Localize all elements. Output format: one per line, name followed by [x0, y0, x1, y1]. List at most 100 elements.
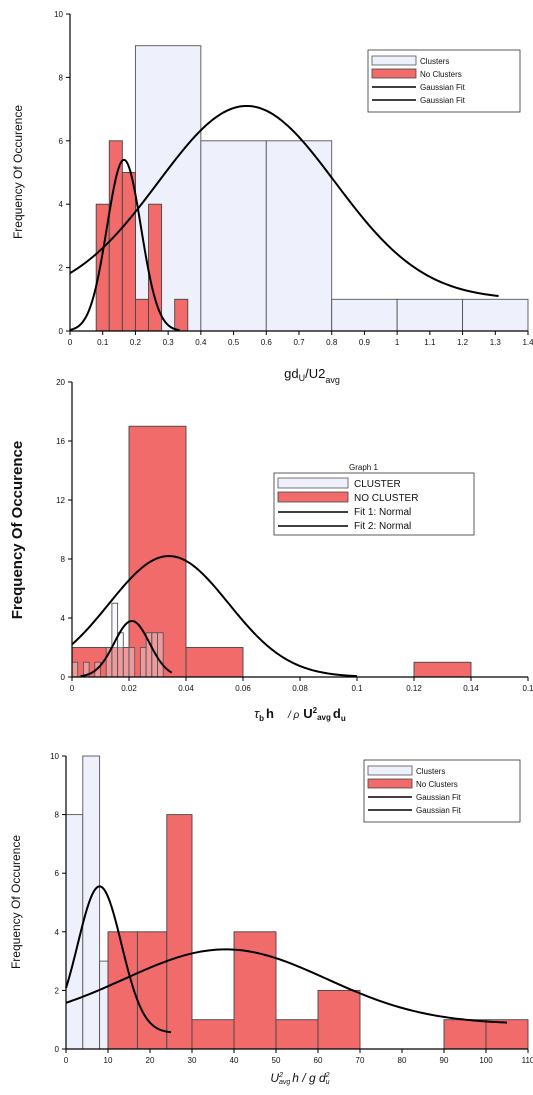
- chart1-legend-label-noclusters: No Clusters: [420, 70, 462, 79]
- chart2-legend-label-fit1: Fit 1: Normal: [354, 507, 411, 518]
- chart1-bar-clusters-2: [265, 140, 333, 332]
- chart2-y-tick-label: 16: [56, 437, 65, 446]
- chart3-bar-clusters-2: [99, 960, 109, 1050]
- chart1-x-tick-label: 0.7: [293, 338, 305, 347]
- chart1-bar-clusters-1: [200, 140, 267, 332]
- chart2-fit-curve-2: [71, 555, 358, 678]
- chart3-bar-no-clusters-8: [485, 1019, 529, 1050]
- chart1-x-tick-label: 0.2: [130, 338, 142, 347]
- chart1-fits: [69, 104, 499, 332]
- chart3-y-tick-label: 4: [55, 928, 60, 937]
- chart3-legend-label-clusters: Clusters: [416, 767, 445, 776]
- chart1-x-tick-label: 0.9: [359, 338, 371, 347]
- chart1-x-tick-label: 1.1: [424, 338, 436, 347]
- chart3-legend-swatch-noclusters: [367, 778, 413, 789]
- chart2-bar-cluster-6: [122, 647, 130, 678]
- chart2-x-tick-label: 0.1: [522, 684, 533, 693]
- chart2-bar-cluster-7: [128, 647, 136, 678]
- chart2-legend-swatch-nocluster: [277, 491, 349, 503]
- chart1-x-ticks: 0 0.1 0.2 0.3 0.4 0.5 0.6 0.7 0.8 0.9 1 1.1 1.2 1.3 1.…: [68, 331, 533, 347]
- chart1-legend-label-fit2: Gaussian Fit: [420, 96, 466, 105]
- chart2-bar-cluster-0: [71, 661, 79, 678]
- chart1-fit-curve-2: [69, 104, 499, 297]
- chart1-x-tick-label: 0.4: [195, 338, 207, 347]
- chart3-y-tick-label: 10: [50, 752, 59, 761]
- chart3-x-tick-label: 0: [64, 1056, 69, 1065]
- chart1-y-tick-label: 4: [59, 200, 64, 209]
- chart1-legend-swatch-noclusters: [371, 68, 417, 79]
- chart2-x-tick-label: 0.12: [406, 684, 422, 693]
- chart3-bar-no-clusters-2: [166, 814, 193, 1050]
- chart3-fit-curve-3: [65, 885, 172, 1034]
- chart2-ylabel: Frequency Of Occurence: [9, 441, 26, 619]
- chart3-y-tick-label: 6: [55, 869, 60, 878]
- chart3-y-tick-label: 8: [55, 811, 60, 820]
- chart3-bar-no-clusters-5: [275, 1019, 319, 1050]
- chart2-y-ticks: 0 4 8 12 16 20: [56, 378, 72, 682]
- chart2-y-tick-label: 8: [61, 555, 66, 564]
- chart-panel-1: 0 0.1 0.2 0.3 0.4 0.5 0.6 0.7 0.8 0.9 1 1.1 1.2 1.3 1.…: [11, 10, 533, 385]
- chart2-x-ticks: 0 0.02 0.04 0.06 0.08 0.1 0.12 0.14 0.1: [70, 677, 533, 693]
- chart1-bars: [95, 45, 529, 332]
- chart2-bar-no-cluster-2: [185, 647, 244, 678]
- chart1-fit-curve-3: [69, 158, 180, 332]
- chart1-x-tick-label: 0.3: [163, 338, 175, 347]
- chart2-legend: Graph 1 CLUSTER NO CLUSTER Fit 1: Normal…: [273, 463, 475, 536]
- chart1-legend-swatch-clusters: [371, 55, 417, 66]
- chart3-x-tick-label: 110: [522, 1056, 533, 1065]
- chart1-legend: Clusters No Clusters Gaussian Fit Gaussi…: [367, 49, 521, 113]
- chart2-xlabel: τb h / ρ U2avg du: [254, 706, 346, 723]
- chart1-ylabel: Frequency Of Occurence: [11, 105, 25, 239]
- chart1-x-tick-label: 0.5: [228, 338, 240, 347]
- chart1-y-tick-label: 2: [59, 264, 64, 273]
- chart3-legend-label-fit2: Gaussian Fit: [416, 806, 462, 815]
- chart-panel-3: 0 10 20 30 40 50 60 70 80 90 100 110 0 2 4 6 8 10 Freque…: [9, 752, 533, 1086]
- chart3-ylabel: Frequency Of Occurence: [9, 835, 23, 969]
- chart3-x-tick-label: 80: [398, 1056, 407, 1065]
- chart2-x-tick-label: 0.02: [121, 684, 137, 693]
- chart3-bar-no-clusters-3: [191, 1019, 235, 1050]
- chart1-x-tick-label: 1: [395, 338, 400, 347]
- chart3-x-tick-label: 10: [104, 1056, 113, 1065]
- chart1-bar-clusters-5: [462, 298, 529, 332]
- chart2-legend-label-cluster: CLUSTER: [354, 479, 401, 490]
- chart2-fit-curve-3: [80, 619, 173, 678]
- chart3-legend-swatch-clusters: [367, 765, 413, 776]
- chart2-x-tick-label: 0.1: [351, 684, 363, 693]
- chart1-x-tick-label: 0.8: [326, 338, 338, 347]
- chart3-y-tick-label: 2: [55, 986, 60, 995]
- chart1-y-tick-label: 8: [59, 73, 64, 82]
- chart2-x-tick-label: 0: [70, 684, 75, 693]
- chart3-legend: Clusters No Clusters Gaussian Fit Gaussi…: [363, 759, 521, 823]
- chart-panel-2: 0 0.02 0.04 0.06 0.08 0.1 0.12 0.14 0.1 0 4 8 12 16 2…: [9, 378, 533, 723]
- chart2-fits: [71, 555, 358, 678]
- chart3-fit-curve-2: [65, 948, 508, 1024]
- chart3-bar-no-clusters-6: [317, 989, 361, 1050]
- chart3-x-tick-label: 40: [230, 1056, 239, 1065]
- chart1-xlabel: gdU/U2avg: [284, 366, 340, 385]
- chart1-y-tick-label: 10: [54, 10, 63, 19]
- chart2-legend-swatch-cluster: [277, 477, 349, 489]
- chart2-y-tick-label: 20: [56, 378, 65, 387]
- chart2-legend-label-fit2: Fit 2: Normal: [354, 521, 411, 532]
- chart2-x-tick-label: 0.14: [463, 684, 479, 693]
- chart2-x-tick-label: 0.06: [235, 684, 251, 693]
- chart1-bar-clusters-0: [134, 45, 202, 332]
- chart3-bar-no-clusters-7: [443, 1019, 487, 1050]
- chart3-bar-clusters-1: [82, 755, 101, 1050]
- chart1-x-tick-label: 1.2: [457, 338, 469, 347]
- chart2-x-tick-label: 0.08: [292, 684, 308, 693]
- chart1-y-tick-label: 6: [59, 137, 64, 146]
- chart1-x-tick-label: 1.3: [490, 338, 502, 347]
- chart3-legend-label-fit1: Gaussian Fit: [416, 793, 462, 802]
- chart3-x-tick-label: 90: [440, 1056, 449, 1065]
- chart3-x-tick-label: 20: [146, 1056, 155, 1065]
- chart3-x-ticks: 0 10 20 30 40 50 60 70 80 90 100 110: [64, 1049, 533, 1065]
- chart1-legend-label-clusters: Clusters: [420, 57, 449, 66]
- chart1-bar-clusters-3: [331, 298, 398, 332]
- chart3-x-tick-label: 30: [188, 1056, 197, 1065]
- chart1-bar-clusters-4: [396, 298, 464, 332]
- chart1-y-ticks: 0 2 4 6 8 10: [54, 10, 70, 336]
- chart1-x-tick-label: 0: [68, 338, 73, 347]
- chart2-y-tick-label: 0: [61, 673, 66, 682]
